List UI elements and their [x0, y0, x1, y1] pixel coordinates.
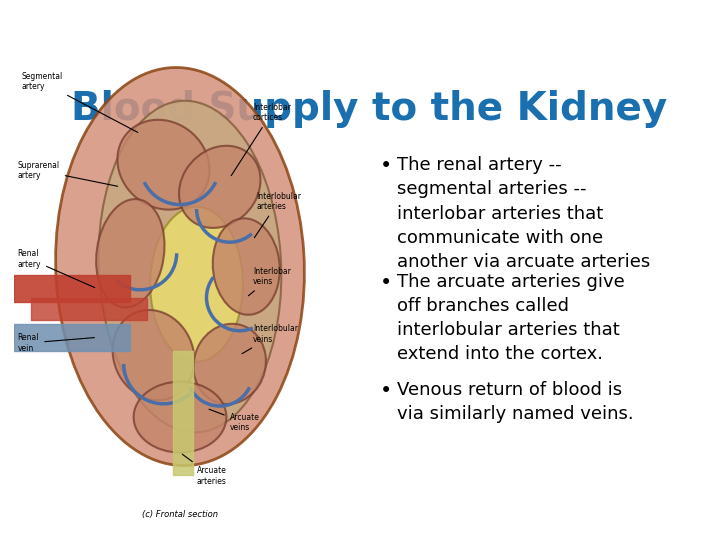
Text: •: •	[380, 273, 392, 293]
Text: •: •	[380, 156, 392, 176]
Ellipse shape	[150, 207, 243, 362]
Ellipse shape	[117, 120, 210, 210]
Text: interlobar arteries that: interlobar arteries that	[397, 205, 603, 222]
Text: The arcuate arteries give: The arcuate arteries give	[397, 273, 625, 291]
Text: Interlobar
cortices: Interlobar cortices	[231, 103, 291, 176]
Text: Interlobar
veins: Interlobar veins	[248, 267, 291, 296]
Text: Blood Supply to the Kidney: Blood Supply to the Kidney	[71, 90, 667, 128]
Text: Venous return of blood is: Venous return of blood is	[397, 381, 622, 399]
Text: segmental arteries --: segmental arteries --	[397, 180, 586, 198]
Ellipse shape	[112, 310, 194, 400]
Text: Suprarenal
artery: Suprarenal artery	[18, 160, 117, 186]
Text: Renal
artery: Renal artery	[18, 249, 94, 288]
Text: Renal
vein: Renal vein	[18, 333, 94, 353]
Text: •: •	[380, 381, 392, 401]
Text: another via arcuate arteries: another via arcuate arteries	[397, 253, 650, 271]
Text: Interlobular
veins: Interlobular veins	[242, 325, 298, 354]
Text: Arcuate
veins: Arcuate veins	[209, 409, 259, 433]
Text: Segmental
artery: Segmental artery	[21, 72, 138, 132]
Ellipse shape	[179, 146, 261, 228]
Text: via similarly named veins.: via similarly named veins.	[397, 405, 634, 423]
Text: Interlobular
arteries: Interlobular arteries	[254, 192, 301, 238]
Ellipse shape	[194, 324, 266, 404]
Ellipse shape	[99, 101, 282, 433]
Text: communicate with one: communicate with one	[397, 228, 603, 247]
Ellipse shape	[212, 218, 280, 315]
Text: (c) Frontal section: (c) Frontal section	[142, 510, 218, 519]
Text: The renal artery --: The renal artery --	[397, 156, 562, 174]
Ellipse shape	[55, 68, 305, 465]
Ellipse shape	[134, 382, 226, 453]
Text: off branches called: off branches called	[397, 297, 569, 315]
Ellipse shape	[96, 199, 164, 307]
Text: extend into the cortex.: extend into the cortex.	[397, 345, 603, 363]
Text: interlobular arteries that: interlobular arteries that	[397, 321, 620, 339]
Text: Arcuate
arteries: Arcuate arteries	[182, 454, 226, 485]
